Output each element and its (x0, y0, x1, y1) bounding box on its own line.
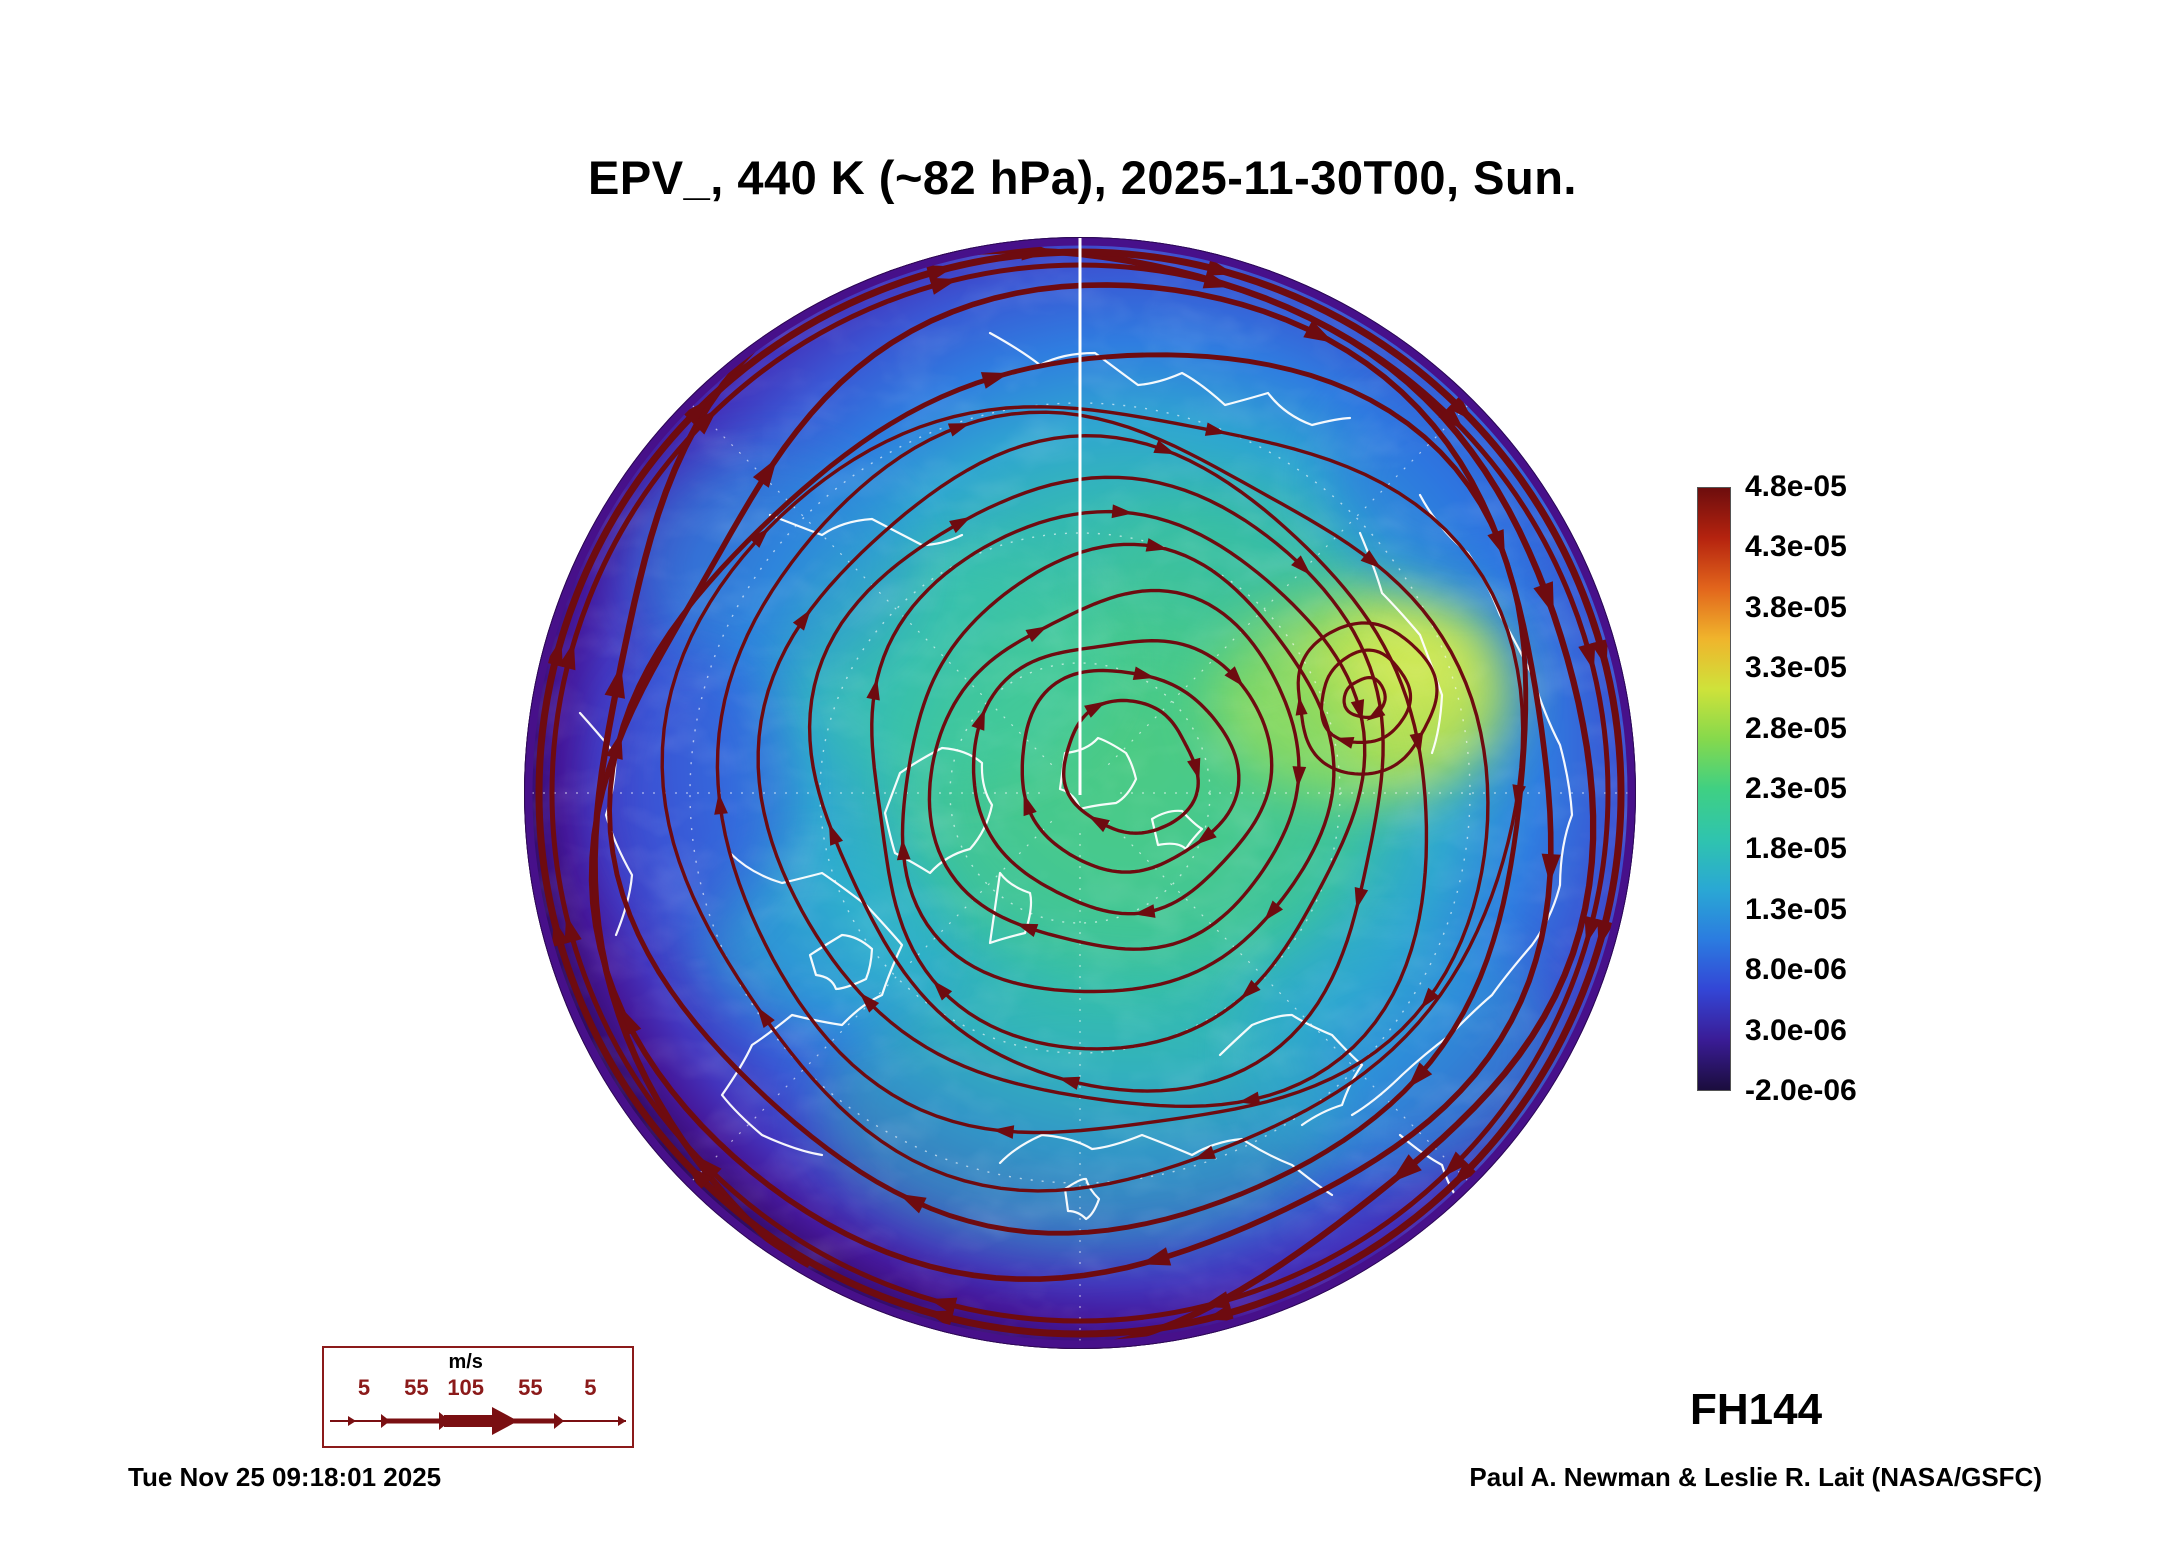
colorbar-ticks: 4.8e-05 4.3e-05 3.8e-05 3.3e-05 2.8e-05 2.3e-… (1745, 470, 1925, 1107)
credit-line: Paul A. Newman & Leslie R. Lait (NASA/GS… (1469, 1462, 2042, 1492)
colorbar-tick-3: 3.3e-05 (1745, 651, 1847, 685)
page-title: EPV_, 440 K (~82 hPa), 2025-11-30T00, Su… (588, 151, 1577, 204)
wind-speed-legend: m/s 5 55 105 55 5 (322, 1346, 634, 1448)
wind-legend-values: 5 55 105 55 5 (324, 1348, 632, 1446)
colorbar-tick-6: 1.8e-05 (1745, 832, 1847, 866)
colorbar: 4.8e-05 4.3e-05 3.8e-05 3.3e-05 2.8e-05 2.3e-… (1697, 470, 1937, 1107)
generation-timestamp: Tue Nov 25 09:18:01 2025 (128, 1462, 442, 1492)
wind-legend-value-1: 55 (404, 1375, 429, 1400)
wind-legend-value-3: 55 (518, 1375, 543, 1400)
colorbar-tick-7: 1.3e-05 (1745, 892, 1847, 926)
colorbar-tick-5: 2.3e-05 (1745, 772, 1847, 805)
wind-legend-value-0: 5 (357, 1375, 371, 1400)
wind-legend-value-4: 5 (584, 1375, 597, 1400)
colorbar-tick-8: 8.0e-06 (1745, 953, 1847, 987)
colorbar-tick-2: 3.8e-05 (1745, 590, 1847, 624)
wind-legend-unit: m/s (448, 1351, 483, 1373)
colorbar-gradient (1697, 487, 1731, 1091)
epv-map-svg (524, 237, 1636, 1349)
colorbar-tick-1: 4.3e-05 (1745, 530, 1847, 564)
colorbar-tick-10: -2.0e-06 (1745, 1074, 1857, 1107)
wind-legend-value-2: 105 (447, 1375, 485, 1400)
colorbar-tick-0: 4.8e-05 (1745, 470, 1847, 503)
wind-legend-arrow (330, 1407, 626, 1435)
colorbar-tick-9: 3.0e-06 (1745, 1013, 1847, 1047)
colorbar-tick-4: 2.8e-05 (1745, 711, 1847, 745)
forecast-hour-label: FH144 (1690, 1385, 1823, 1434)
epv-polar-map (520, 233, 1640, 1353)
